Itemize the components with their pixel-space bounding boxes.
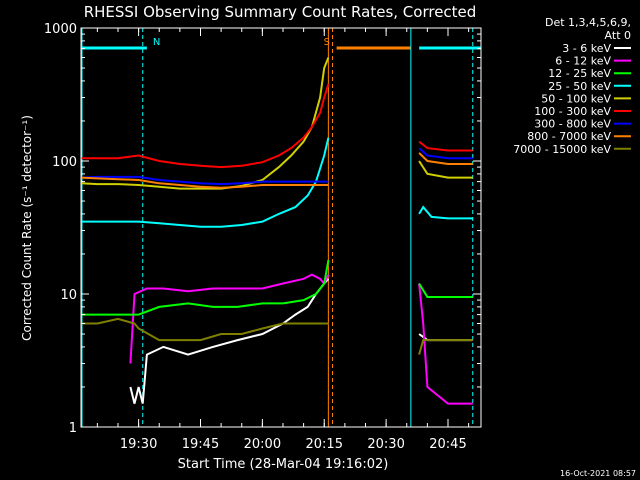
series-line-1-0	[129, 273, 330, 364]
legend-label-0: 3 - 6 keV	[562, 42, 611, 55]
data-gap-lines	[81, 28, 474, 427]
series-line-8-1	[418, 339, 473, 355]
flag-label-N: N	[153, 37, 160, 48]
series-line-7-1	[418, 152, 473, 165]
legend-label-2: 12 - 25 keV	[548, 67, 611, 80]
legend-label-5: 100 - 300 keV	[534, 105, 611, 118]
legend-label-3: 25 - 50 keV	[548, 80, 611, 93]
series-line-5-0	[80, 83, 330, 169]
series-line-7-0	[80, 176, 329, 189]
series-line-6-0	[80, 175, 329, 186]
footer-timestamp: 16-Oct-2021 08:57	[560, 469, 636, 478]
x-tick-label-2: 20:00	[244, 437, 281, 452]
x-tick-label-4: 20:30	[367, 437, 404, 452]
series-line-6-1	[418, 147, 473, 160]
legend-header-line-1: Det 1,3,4,5,6,9,	[545, 16, 631, 29]
series-line-2-0	[80, 259, 330, 316]
y-tick-label-1: 10	[60, 288, 77, 303]
x-tick-label-5: 20:45	[429, 437, 466, 452]
series-layer	[80, 57, 473, 405]
series-line-0-0	[129, 278, 330, 404]
series-line-5-1	[418, 140, 473, 152]
legend-label-6: 300 - 800 keV	[534, 118, 611, 131]
series-line-1-1	[418, 283, 473, 405]
plot-frame	[80, 27, 482, 428]
chart-title: RHESSI Observing Summary Count Rates, Co…	[84, 3, 477, 21]
legend-label-4: 50 - 100 keV	[541, 92, 611, 105]
axes: 19:30 19:45 20:00 20:15 20:30 20:45 1 10 100 1000	[44, 22, 482, 452]
series-line-8-0	[80, 317, 329, 342]
y-tick-label-2: 100	[52, 155, 77, 170]
legend-label-1: 6 - 12 keV	[555, 55, 611, 68]
flag-label-S: S	[324, 37, 330, 48]
x-tick-label-1: 19:45	[182, 437, 219, 452]
y-tick-label-0: 1	[69, 421, 77, 436]
legend-header-line-2: Att 0	[605, 29, 631, 42]
y-tick-label-3: 1000	[44, 22, 77, 37]
y-axis-label: Corrected Count Rate (s⁻¹ detector⁻¹)	[20, 115, 34, 341]
series-line-2-1	[418, 282, 473, 298]
x-tick-label-3: 20:15	[306, 437, 343, 452]
x-axis-label: Start Time (28-Mar-04 19:16:02)	[178, 457, 389, 472]
series-line-3-1	[418, 205, 473, 220]
legend-label-7: 800 - 7000 keV	[527, 130, 611, 143]
x-tick-label-0: 19:30	[120, 437, 157, 452]
series-line-4-1	[418, 160, 473, 179]
legend-label-8: 7000 - 15000 keV	[513, 143, 611, 156]
series-line-3-0	[80, 137, 330, 228]
